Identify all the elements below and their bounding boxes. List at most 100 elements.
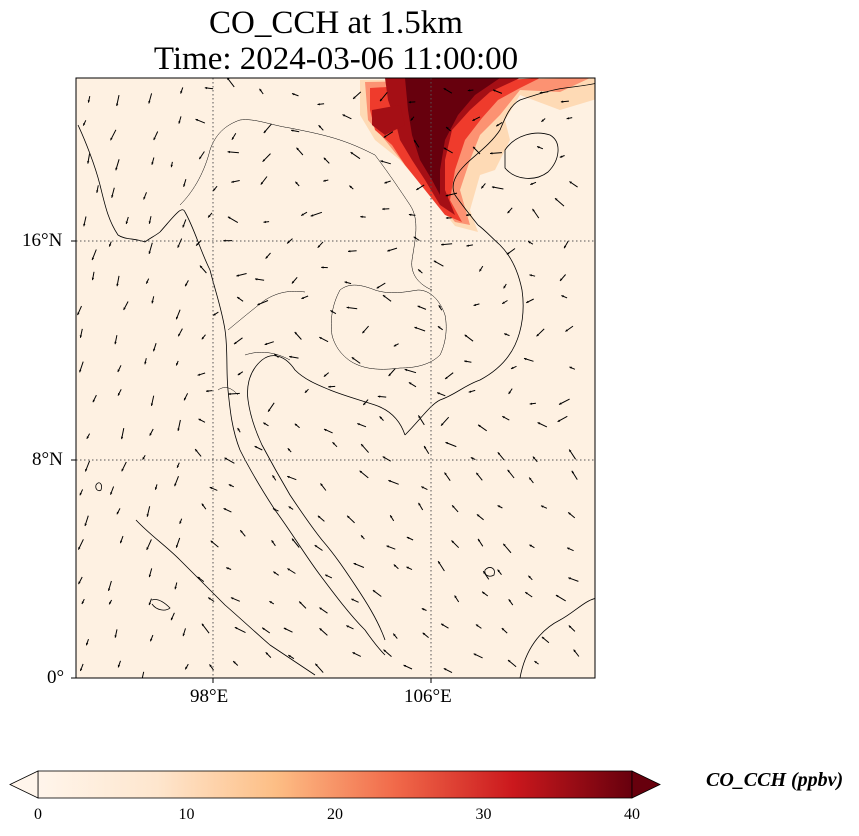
wind-arrow-head [177,245,180,248]
wind-arrow-head [148,221,151,224]
wind-arrow-head [568,625,572,628]
wind-arrow-head [195,449,198,452]
wind-arrow-head [530,182,533,185]
wind-arrow-head [393,564,397,567]
wind-arrow-head [315,663,318,667]
wind-arrow-head [507,210,510,214]
wind-arrow-head [481,185,484,189]
wind-arrow-head [110,492,113,495]
wind-arrow-head [208,597,211,600]
wind-arrow-head [111,195,114,198]
wind-arrow-head [476,472,479,476]
wind-arrow-head [125,221,128,224]
wind-arrow-head [228,392,231,396]
wind-arrow-head [406,566,409,569]
wind-arrow-head [109,244,112,247]
wind-arrow-head [346,306,349,309]
wind-arrow-head [506,252,510,255]
wind-arrow-head [116,283,119,287]
wind-arrow-head [532,456,536,460]
wind-arrow-head [325,574,328,577]
wind-arrow-head [287,448,291,451]
wind-arrow-head [564,245,567,249]
wind-arrow-head [92,399,95,403]
wind-arrow-head [265,256,268,259]
wind-arrow-head [466,244,469,247]
wind-arrow-head [204,86,208,90]
wind-arrow-head [240,530,243,533]
wind-arrow-head [117,664,121,668]
wind-arrow-head [317,245,321,248]
wind-arrow-head [118,393,121,396]
wind-arrow-head [387,249,390,252]
wind-arrow-head [478,538,481,542]
wind-arrow-head [418,502,421,506]
wind-arrow-head [503,543,506,547]
wind-arrow-head [569,366,572,369]
wind-arrow-head [417,305,421,308]
wind-arrow-head [268,409,271,412]
wind-arrow-head [79,335,82,338]
wind-arrow-head [260,182,264,185]
wind-arrow-head [555,198,558,201]
wind-arrow-head [349,185,352,189]
wind-arrow-head [443,147,447,150]
wind-arrow-head [86,642,89,646]
wind-arrow-head [230,597,234,600]
wind-arrow-head [321,266,324,269]
wind-arrow-head [559,402,562,405]
wind-arrow-head [445,376,448,379]
wind-arrow-head [78,547,81,550]
wind-arrow-head [257,302,260,306]
wind-arrow-head [153,348,156,352]
colorbar-max-extend [631,770,661,799]
wind-arrow-head [283,627,287,630]
wind-arrow-head [150,403,154,406]
wind-arrow-head [287,568,290,571]
wind-arrow-head [408,101,411,104]
wind-arrow-head [287,241,290,244]
wind-arrow-head [452,505,455,508]
wind-arrow-head [561,295,564,298]
wind-arrow-head [437,326,441,329]
wind-arrow-head [414,139,417,143]
wind-arrow-head [503,285,506,289]
wind-arrow-head [501,628,505,631]
coastlines [77,83,595,678]
wind-arrow-head [185,666,188,670]
wind-arrow-head [201,503,205,507]
wind-arrow-head [263,130,267,133]
wind-arrow-head [418,415,421,418]
wind-arrow-head [565,329,568,332]
wind-arrow-head [209,664,212,667]
wind-arrow-head [390,515,393,518]
wind-arrow-head [288,655,291,658]
wind-arrow-head [179,521,182,524]
wind-arrow-head [529,477,532,480]
wind-arrow-head [265,652,269,655]
wind-arrow-head [525,592,528,595]
wind-arrow-head [502,416,505,419]
wind-arrow-head [454,595,457,599]
wind-arrow-head [359,470,363,474]
wind-arrow-head [142,457,145,460]
wind-arrow-head [116,511,119,515]
map-title: CO_CCH at 1.5km [209,5,463,41]
wind-arrow-head [482,591,485,595]
wind-arrow-head [408,213,412,216]
wind-arrow-head [87,100,90,103]
wind-arrow-head [80,668,83,671]
wind-arrow-head [560,278,563,281]
wind-arrow-head [178,121,181,124]
wind-arrow-head [404,368,408,372]
wind-arrow-shaft [141,671,145,678]
wind-arrow-head [197,373,201,376]
wind-arrow-head [361,444,364,447]
wind-arrow-head [508,660,511,663]
wind-arrow-head [464,360,467,363]
wind-arrow-head [353,96,356,99]
wind-arrow-head [143,197,146,200]
wind-arrow-head [96,190,99,193]
wind-arrow-head [320,483,323,486]
